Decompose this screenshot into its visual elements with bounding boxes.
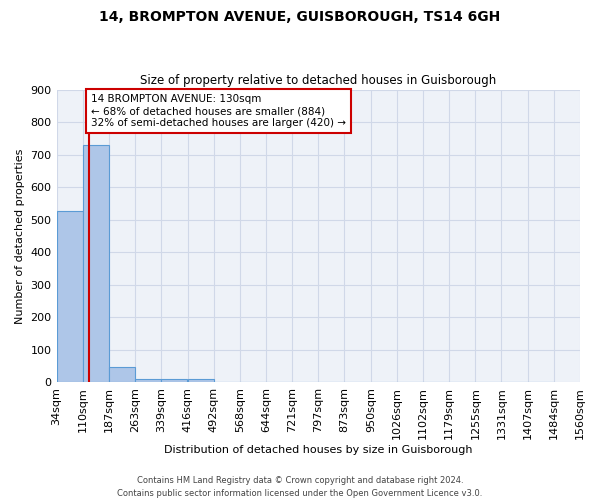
Bar bbox=[188, 379, 214, 382]
Text: 14, BROMPTON AVENUE, GUISBOROUGH, TS14 6GH: 14, BROMPTON AVENUE, GUISBOROUGH, TS14 6… bbox=[100, 10, 500, 24]
Y-axis label: Number of detached properties: Number of detached properties bbox=[15, 148, 25, 324]
Bar bbox=[56, 211, 83, 382]
Title: Size of property relative to detached houses in Guisborough: Size of property relative to detached ho… bbox=[140, 74, 496, 87]
Bar bbox=[83, 145, 109, 382]
Bar bbox=[161, 379, 187, 382]
Bar bbox=[109, 366, 135, 382]
Text: Contains HM Land Registry data © Crown copyright and database right 2024.
Contai: Contains HM Land Registry data © Crown c… bbox=[118, 476, 482, 498]
X-axis label: Distribution of detached houses by size in Guisborough: Distribution of detached houses by size … bbox=[164, 445, 473, 455]
Bar bbox=[135, 378, 161, 382]
Text: 14 BROMPTON AVENUE: 130sqm
← 68% of detached houses are smaller (884)
32% of sem: 14 BROMPTON AVENUE: 130sqm ← 68% of deta… bbox=[91, 94, 346, 128]
